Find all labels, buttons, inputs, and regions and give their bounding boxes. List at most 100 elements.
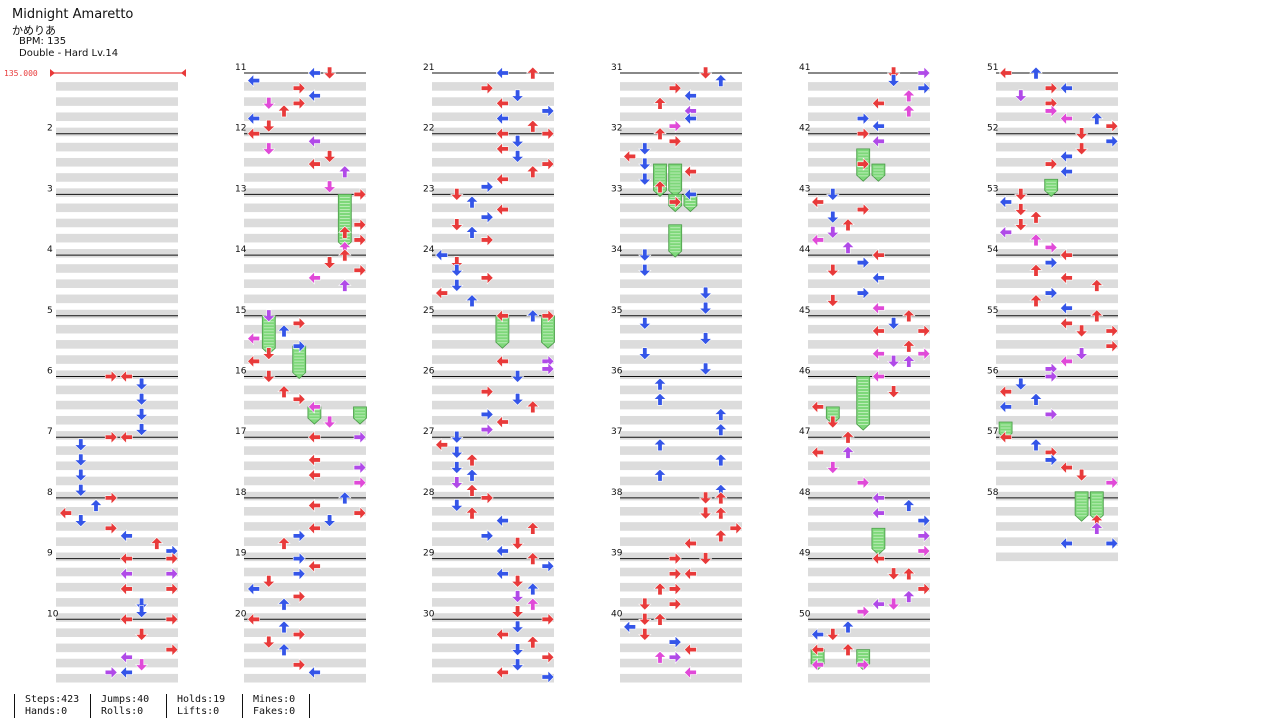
beat-band bbox=[620, 415, 742, 425]
arrow-up-note bbox=[277, 597, 291, 611]
arrow-down-note bbox=[886, 597, 901, 611]
beat-band bbox=[996, 249, 1118, 258]
measure-number: 10 bbox=[47, 609, 59, 619]
arrow-right-note bbox=[353, 476, 367, 490]
beat-band bbox=[432, 112, 554, 122]
arrow-right-note bbox=[292, 392, 306, 406]
arrow-right-note bbox=[917, 582, 931, 596]
beat-band bbox=[244, 598, 366, 607]
arrow-left-note bbox=[119, 612, 133, 627]
arrow-left-note bbox=[119, 665, 133, 680]
arrow-left-note bbox=[307, 89, 321, 103]
arrow-down-note bbox=[322, 256, 337, 270]
arrow-up-note bbox=[526, 309, 540, 323]
arrow-right-note bbox=[668, 582, 682, 596]
arrow-down-note bbox=[134, 628, 149, 641]
arrow-up-note bbox=[653, 96, 667, 110]
beat-band bbox=[620, 264, 742, 273]
arrow-down-note bbox=[886, 355, 901, 368]
arrow-up-note bbox=[902, 309, 916, 323]
arrow-right-note bbox=[353, 218, 367, 232]
arrow-left-note bbox=[495, 66, 509, 80]
hold-body bbox=[668, 224, 683, 258]
arrow-down-note bbox=[886, 317, 901, 330]
arrow-left-note bbox=[871, 369, 885, 384]
measure-number: 13 bbox=[235, 184, 246, 194]
measure-number: 9 bbox=[47, 549, 53, 559]
arrow-up-note bbox=[526, 521, 540, 535]
arrow-left-note bbox=[811, 658, 824, 672]
beat-band bbox=[620, 537, 742, 546]
arrow-right-note bbox=[1105, 324, 1119, 338]
arrow-down-note bbox=[886, 567, 901, 581]
arrow-up-note bbox=[338, 279, 352, 292]
arrow-right-note bbox=[917, 347, 931, 361]
beat-band bbox=[244, 203, 366, 213]
beat-band bbox=[996, 552, 1118, 562]
arrow-right-note bbox=[480, 491, 494, 505]
measure-number: 11 bbox=[235, 63, 246, 73]
measure-number: 53 bbox=[987, 184, 998, 194]
arrow-down-note bbox=[638, 142, 652, 156]
arrow-up-note bbox=[1029, 263, 1043, 277]
arrow-down-note bbox=[450, 446, 464, 459]
arrow-left-note bbox=[999, 225, 1012, 240]
beat-band bbox=[432, 613, 554, 622]
beat-band bbox=[56, 658, 178, 668]
arrow-right-note bbox=[541, 157, 555, 171]
bpm-marker-label: 135.000 bbox=[4, 69, 38, 78]
arrow-left-note bbox=[247, 126, 260, 141]
chart-column bbox=[432, 72, 554, 683]
beat-band bbox=[56, 673, 178, 683]
arrow-down-note bbox=[450, 461, 464, 474]
hold-note bbox=[856, 376, 871, 431]
arrow-up-note bbox=[526, 119, 540, 133]
arrow-down-note bbox=[74, 453, 88, 467]
arrow-down-note bbox=[450, 499, 464, 512]
bpm-marker-end bbox=[181, 69, 186, 77]
hold-body bbox=[871, 527, 886, 556]
beat-band bbox=[996, 446, 1118, 455]
arrow-left-note bbox=[871, 597, 885, 611]
arrow-down-note bbox=[638, 172, 652, 186]
arrow-up-note bbox=[1090, 112, 1104, 125]
arrow-left-note bbox=[811, 642, 824, 657]
arrow-up-note bbox=[653, 612, 667, 626]
arrow-left-note bbox=[811, 627, 824, 642]
beat-band bbox=[620, 142, 742, 152]
beat-band bbox=[808, 218, 930, 228]
arrow-up-note bbox=[465, 468, 479, 482]
beat-band bbox=[244, 446, 366, 455]
arrow-up-note bbox=[1029, 210, 1043, 224]
beat-band bbox=[56, 476, 178, 486]
arrow-left-note bbox=[1059, 354, 1073, 369]
measure-number: 2 bbox=[47, 124, 53, 134]
arrow-left-note bbox=[495, 172, 509, 186]
arrow-down-note bbox=[262, 309, 276, 323]
beat-band bbox=[432, 431, 554, 440]
arrow-down-note bbox=[262, 635, 276, 649]
arrow-up-note bbox=[89, 499, 103, 512]
arrow-left-note bbox=[495, 627, 509, 642]
stat-lifts: Lifts:0 bbox=[177, 706, 220, 717]
arrow-left-note bbox=[59, 506, 72, 520]
arrow-down-note bbox=[826, 226, 840, 239]
arrow-down-note bbox=[510, 89, 525, 103]
stat-hands: Hands:0 bbox=[25, 706, 68, 717]
beat-band bbox=[56, 112, 178, 122]
arrow-up-note bbox=[902, 89, 916, 103]
beat-band bbox=[996, 324, 1118, 334]
beat-band bbox=[432, 582, 554, 592]
arrow-up-note bbox=[653, 377, 667, 391]
beat-band bbox=[996, 173, 1118, 182]
arrow-down-note bbox=[698, 506, 713, 520]
arrow-left-note bbox=[871, 119, 885, 133]
arrow-right-note bbox=[917, 529, 931, 543]
arrow-down-note bbox=[638, 248, 652, 262]
arrow-up-note bbox=[465, 506, 479, 520]
arrow-left-note bbox=[871, 324, 885, 338]
measure-number: 8 bbox=[47, 488, 53, 498]
measure-number: 49 bbox=[799, 549, 811, 559]
arrow-up-note bbox=[714, 408, 728, 421]
arrow-right-note bbox=[1044, 255, 1058, 270]
